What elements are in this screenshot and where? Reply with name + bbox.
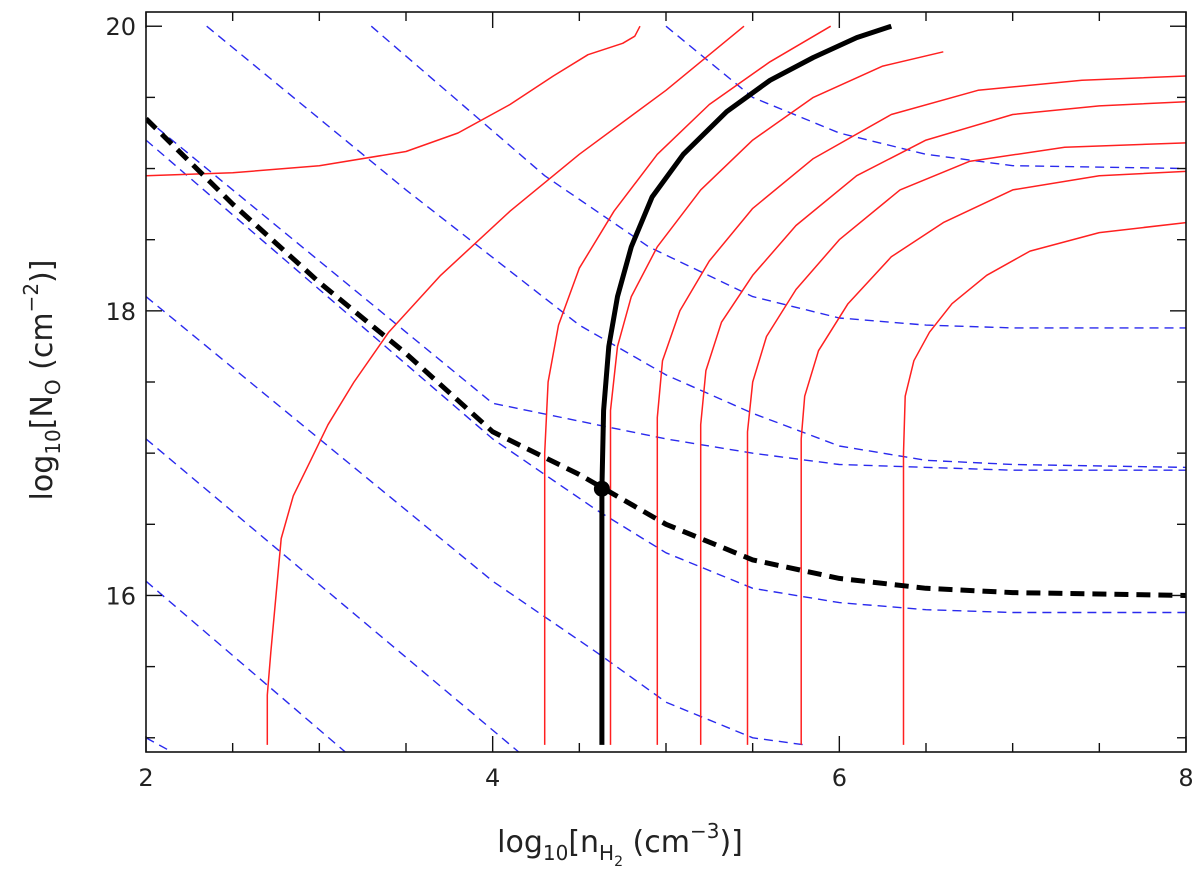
x-tick-label: 2 — [138, 764, 153, 792]
series-line-red-solid-8 — [902, 221, 1186, 745]
series-line-black-solid-9 — [599, 23, 893, 745]
series-line-blue-dashed-16 — [146, 118, 1186, 471]
y-axis-title: log10[NO (cm−2)] — [19, 260, 65, 501]
series-line-blue-dashed-15 — [146, 139, 1186, 614]
series-layer — [146, 23, 1186, 752]
series-line-blue-dashed-17 — [206, 25, 1186, 469]
series-line-blue-dashed-19 — [665, 25, 1186, 170]
series-line-red-solid-4 — [656, 75, 1186, 745]
tick-layer: 2 4 6 8 16 18 20 — [105, 12, 1194, 792]
series-line-black-dashed-10 — [146, 116, 1186, 598]
series-line-red-solid-0 — [146, 25, 641, 177]
series-line-blue-dashed-13 — [146, 438, 520, 752]
plot-frame — [145, 11, 1187, 753]
series-line-red-solid-2 — [543, 25, 832, 745]
series-line-blue-dashed-11 — [146, 737, 173, 752]
intersection-marker — [593, 480, 610, 497]
y-tick-label: 18 — [105, 298, 136, 326]
x-tick-label: 8 — [1178, 764, 1193, 792]
series-line-blue-dashed-18 — [370, 25, 1186, 329]
series-line-red-solid-6 — [746, 142, 1186, 745]
x-tick-label: 4 — [485, 764, 500, 792]
y-tick-label: 20 — [105, 13, 136, 41]
y-tick-label: 16 — [105, 582, 136, 610]
x-tick-label: 6 — [832, 764, 847, 792]
series-line-red-solid-5 — [699, 100, 1186, 745]
series-line-red-solid-3 — [609, 51, 944, 745]
series-line-red-solid-1 — [266, 25, 745, 745]
series-line-red-solid-7 — [800, 170, 1186, 745]
series-line-blue-dashed-14 — [146, 296, 805, 746]
x-axis-title: log10[nH2 (cm−3)] — [497, 819, 743, 870]
series-line-blue-dashed-12 — [146, 580, 346, 752]
